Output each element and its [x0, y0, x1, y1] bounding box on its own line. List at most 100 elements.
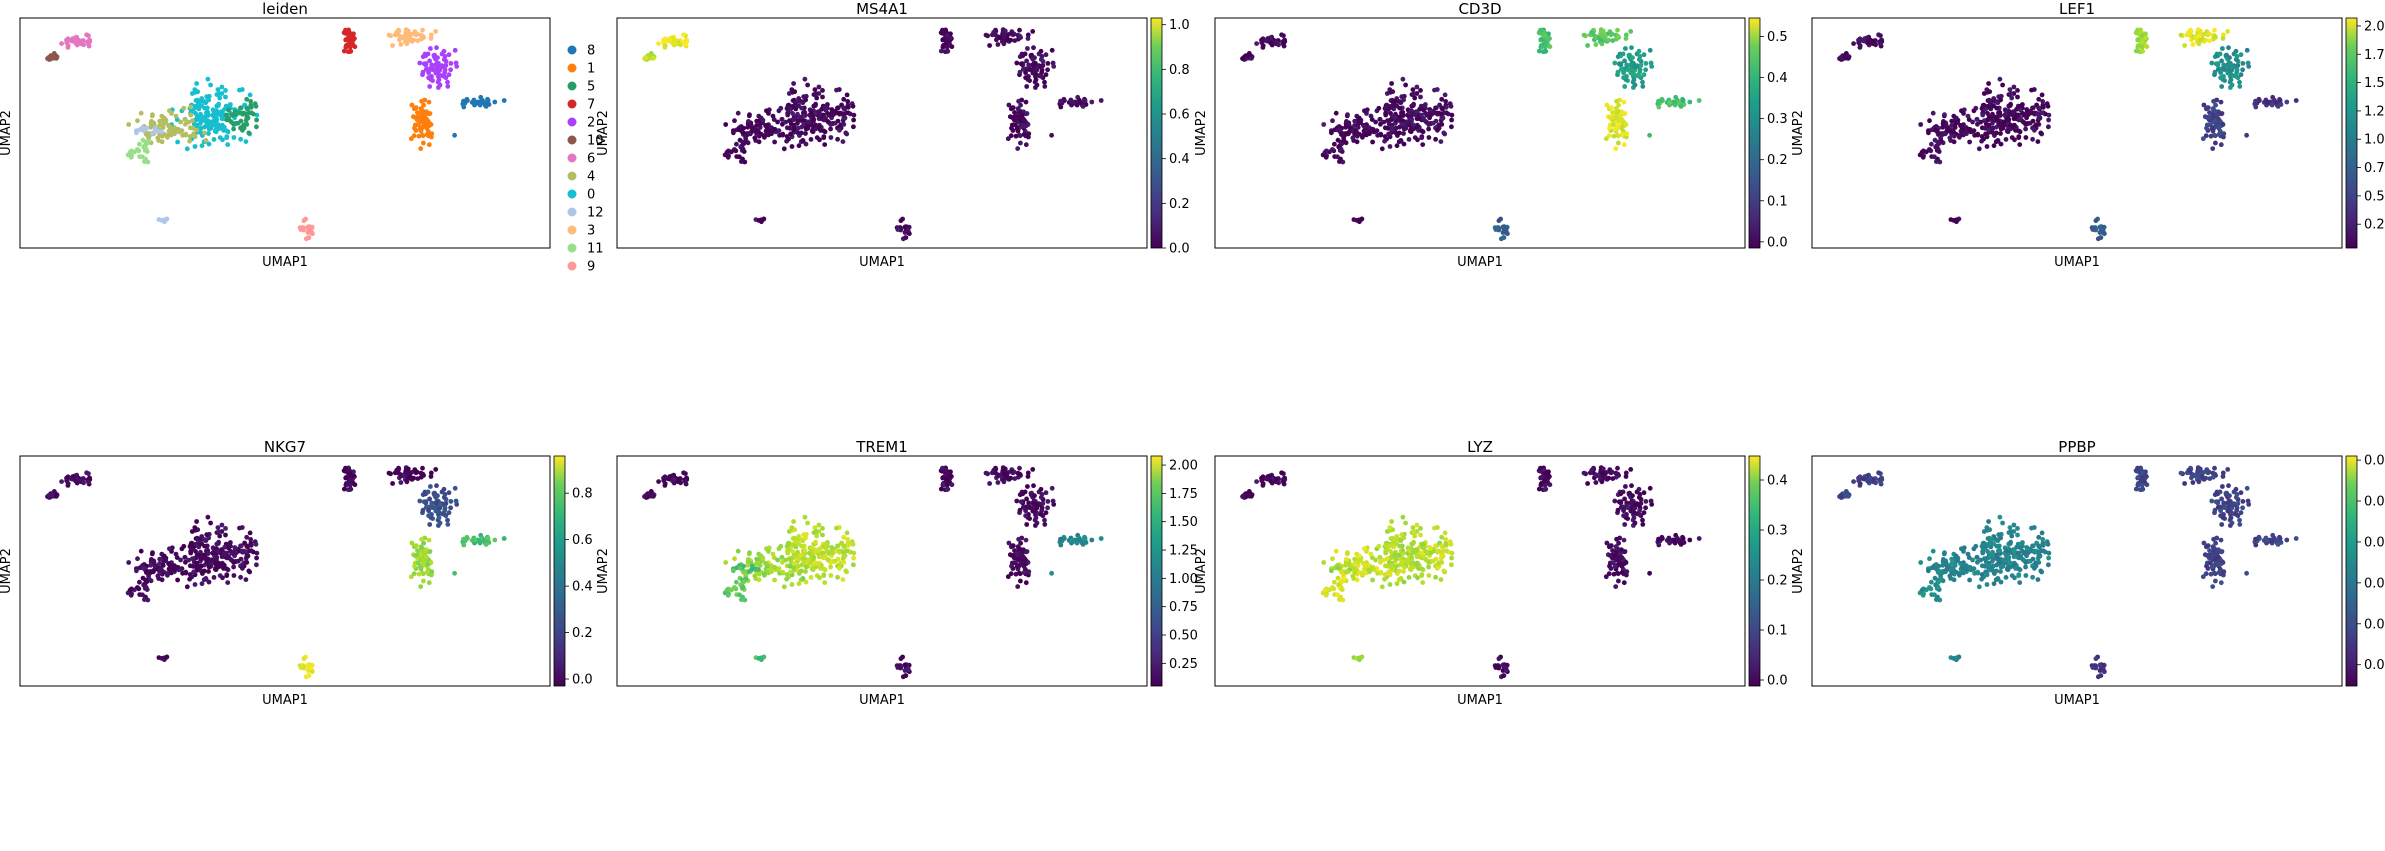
- cell-point: [73, 40, 79, 46]
- cell-point: [2016, 135, 2022, 141]
- cell-point: [1339, 579, 1345, 585]
- cell-point: [1608, 105, 1614, 111]
- cell-point: [1022, 51, 1028, 57]
- colorbar: 0.250.500.751.001.251.501.752.00: [2345, 17, 2385, 249]
- cell-point: [243, 577, 249, 582]
- cell-point: [2204, 115, 2210, 120]
- cell-point: [844, 530, 850, 536]
- cell-point: [2017, 580, 2023, 585]
- cell-point: [1433, 105, 1438, 111]
- cell-point: [421, 499, 427, 505]
- colorbar-tick-label: 0.0: [572, 673, 593, 688]
- cell-point: [190, 563, 196, 569]
- cell-point: [149, 131, 155, 136]
- cell-point: [247, 110, 253, 116]
- colorbar: 0.00.20.40.60.81.0: [1150, 17, 1190, 257]
- cell-point: [2139, 39, 2145, 44]
- cell-point: [483, 542, 489, 547]
- cell-point: [187, 576, 193, 582]
- cell-point: [1009, 125, 1014, 131]
- cell-point: [944, 477, 950, 482]
- cell-point: [1024, 496, 1029, 502]
- cell-point: [2003, 137, 2009, 142]
- cell-point: [895, 665, 901, 670]
- cell-point: [441, 512, 447, 517]
- cell-point: [253, 103, 259, 109]
- cell-point: [161, 217, 167, 223]
- cell-point: [1030, 467, 1036, 472]
- cell-point: [2204, 125, 2209, 131]
- cell-point: [805, 82, 810, 88]
- cell-point: [768, 567, 774, 573]
- cell-point: [2234, 69, 2240, 75]
- cell-point: [1620, 51, 1626, 57]
- cell-point: [2017, 142, 2023, 148]
- cell-point: [1268, 40, 1274, 46]
- cell-point: [224, 128, 230, 134]
- cell-point: [343, 465, 348, 471]
- cell-point: [1616, 61, 1622, 67]
- cell-point: [167, 562, 172, 567]
- cell-point: [770, 551, 776, 557]
- cell-point: [1610, 476, 1616, 481]
- colorbar: 0.00.10.20.30.40.5: [1748, 17, 1788, 250]
- cell-point: [143, 146, 149, 152]
- cell-point: [441, 48, 447, 54]
- cell-point: [1042, 84, 1048, 89]
- cell-point: [2264, 99, 2270, 105]
- cell-point: [1421, 545, 1426, 551]
- cell-point: [1017, 465, 1022, 471]
- cell-point: [798, 552, 804, 558]
- cell-point: [1014, 498, 1020, 504]
- cell-point: [731, 568, 736, 574]
- cell-point: [188, 550, 194, 556]
- cell-point: [1593, 42, 1599, 47]
- cell-point: [477, 102, 483, 108]
- cell-point: [425, 51, 431, 57]
- cell-point: [1876, 32, 1881, 38]
- cell-point: [138, 548, 144, 554]
- cell-point: [1021, 570, 1027, 575]
- cell-point: [437, 64, 443, 70]
- cell-point: [828, 135, 834, 140]
- colorbar-tick-label: 0.4: [1767, 71, 1788, 86]
- cell-point: [678, 42, 683, 48]
- cell-point: [1612, 60, 1618, 66]
- cell-point: [425, 489, 431, 495]
- cell-point: [2029, 87, 2034, 93]
- cell-point: [670, 40, 676, 46]
- cell-point: [1014, 126, 1020, 131]
- cell-point: [206, 126, 212, 132]
- axes-frame: [1214, 17, 1746, 249]
- cell-point: [418, 146, 424, 152]
- cell-point: [758, 217, 764, 223]
- cell-point: [1426, 135, 1432, 140]
- cell-point: [2045, 124, 2051, 130]
- cell-point: [1632, 520, 1638, 526]
- cell-point: [238, 543, 243, 549]
- cell-point: [2030, 105, 2035, 111]
- cell-point: [1042, 517, 1047, 523]
- cell-point: [1023, 70, 1028, 76]
- legend-label: 7: [587, 98, 595, 113]
- cell-point: [347, 477, 353, 482]
- cell-point: [841, 115, 847, 121]
- cell-point: [1643, 61, 1649, 66]
- cell-point: [1607, 125, 1612, 131]
- x-axis-label: UMAP1: [262, 693, 308, 708]
- cell-point: [851, 112, 857, 118]
- cell-point: [73, 478, 79, 484]
- cell-point: [1419, 566, 1425, 572]
- cell-point: [1322, 149, 1328, 155]
- cell-point: [2011, 109, 2017, 115]
- cell-point: [940, 481, 946, 487]
- legend-marker: [567, 225, 577, 235]
- cell-point: [1418, 526, 1423, 531]
- cell-point: [1011, 469, 1017, 475]
- colorbar-gradient: [2345, 17, 2358, 249]
- cell-point: [1610, 548, 1615, 553]
- cell-point: [789, 87, 795, 92]
- cell-point: [2197, 28, 2203, 34]
- cell-point: [828, 573, 834, 578]
- cell-point: [1632, 64, 1638, 70]
